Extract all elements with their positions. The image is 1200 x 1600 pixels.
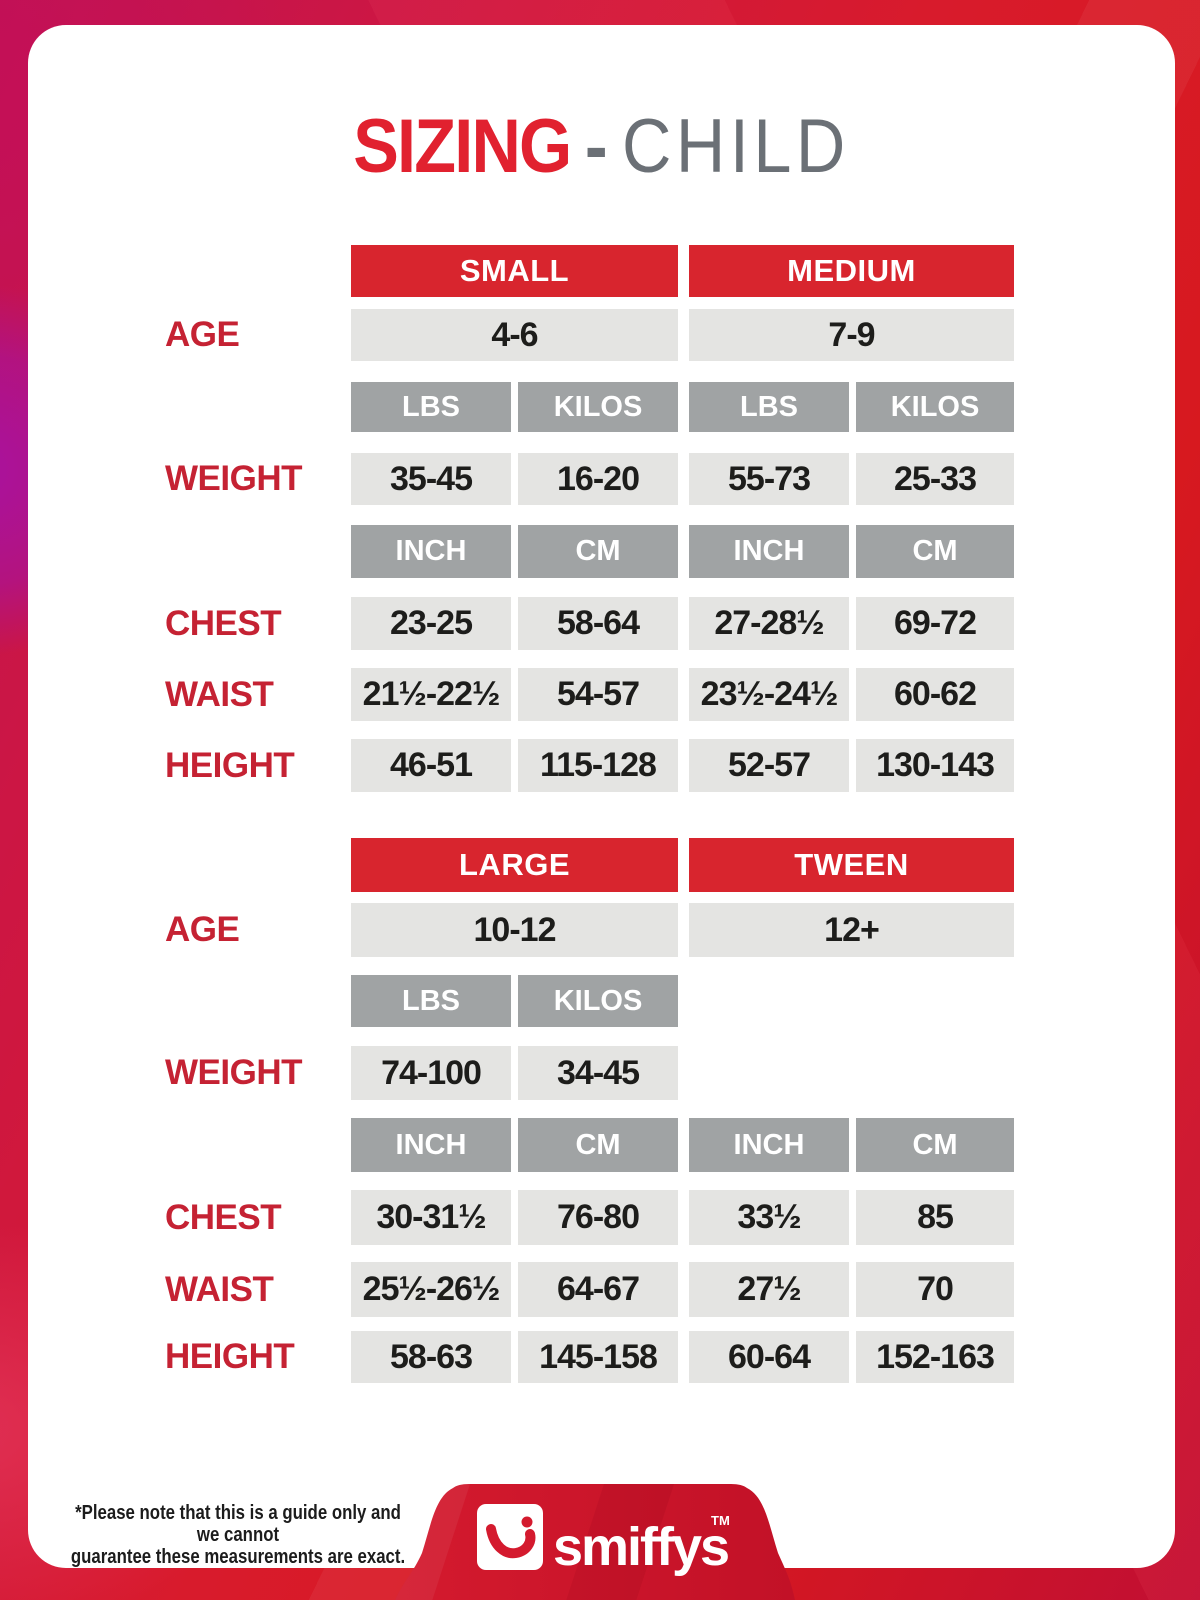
t2-weight-lbs-large: 74-100 [351, 1046, 511, 1100]
t2-height-inch-large: 58-63 [351, 1331, 511, 1383]
t2-age-tween: 12+ [689, 903, 1014, 957]
t1-weight-row: 35-45 16-20 55-73 25-33 [351, 453, 1014, 505]
t2-waist-cm-large: 64-67 [518, 1262, 678, 1317]
t1-height-cm-small: 115-128 [518, 739, 678, 792]
t1-age-medium: 7-9 [689, 309, 1014, 361]
t1-waist-inch-medium: 23½-24½ [689, 668, 849, 721]
t1-waist-inch-small: 21½-22½ [351, 668, 511, 721]
t2-weight-row: 74-100 34-45 [351, 1046, 678, 1100]
t2-age-label: AGE [165, 910, 240, 949]
t1-height-row: 46-51 115-128 52-57 130-143 [351, 739, 1014, 792]
t2-height-row: 58-63 145-158 60-64 152-163 [351, 1331, 1014, 1383]
title-sizing: SIZING [353, 104, 572, 189]
t1-weight-units-row: LBS KILOS LBS KILOS [351, 382, 1014, 432]
t2-unit-inch-large: INCH [351, 1118, 511, 1172]
brand-wordmark: smiffys [553, 1517, 728, 1577]
t2-waist-label: WAIST [165, 1269, 274, 1309]
t2-chest-inch-large: 30-31½ [351, 1190, 511, 1245]
t2-height-inch-tween: 60-64 [689, 1331, 849, 1383]
t1-unit-cm-small: CM [518, 525, 678, 578]
t2-unit-cm-tween: CM [856, 1118, 1014, 1172]
t2-header-large: LARGE [351, 838, 678, 892]
t1-height-label: HEIGHT [165, 745, 295, 785]
t2-waist-inch-tween: 27½ [689, 1262, 849, 1317]
t1-unit-lbs-small: LBS [351, 382, 511, 432]
t2-unit-cm-large: CM [518, 1118, 678, 1172]
t1-chest-inch-medium: 27-28½ [689, 597, 849, 650]
t1-height-inch-medium: 52-57 [689, 739, 849, 792]
t1-waist-cm-medium: 60-62 [856, 668, 1014, 721]
t2-height-cm-tween: 152-163 [856, 1331, 1014, 1383]
t1-unit-kilos-medium: KILOS [856, 382, 1014, 432]
t1-height-cm-medium: 130-143 [856, 739, 1014, 792]
t1-waist-row: 21½-22½ 54-57 23½-24½ 60-62 [351, 668, 1014, 721]
t2-dim-units-row: INCH CM INCH CM [351, 1118, 1014, 1172]
t1-waist-cm-small: 54-57 [518, 668, 678, 721]
t2-weight-kilos-large: 34-45 [518, 1046, 678, 1100]
title-child: CHILD [622, 104, 850, 189]
disclaimer-line1: *Please note that this is a guide only a… [75, 1502, 401, 1546]
t2-waist-inch-large: 25½-26½ [351, 1262, 511, 1317]
t2-unit-inch-tween: INCH [689, 1118, 849, 1172]
page-title: SIZING - CHILD [85, 109, 1117, 185]
t1-header-small: SMALL [351, 245, 678, 297]
t1-unit-cm-medium: CM [856, 525, 1014, 578]
t2-waist-row: 25½-26½ 64-67 27½ 70 [351, 1262, 1014, 1317]
brand-tab: smiffys TM [395, 1484, 795, 1600]
t2-chest-label: CHEST [165, 1197, 282, 1237]
t1-chest-row: 23-25 58-64 27-28½ 69-72 [351, 597, 1014, 650]
t2-chest-row: 30-31½ 76-80 33½ 85 [351, 1190, 1014, 1245]
t2-size-header-row: LARGE TWEEN [351, 838, 1014, 892]
t1-weight-kilos-medium: 25-33 [856, 453, 1014, 505]
t2-header-tween: TWEEN [689, 838, 1014, 892]
t2-chest-cm-large: 76-80 [518, 1190, 678, 1245]
trademark-symbol: TM [711, 1513, 730, 1528]
t1-unit-inch-medium: INCH [689, 525, 849, 578]
t1-chest-label: CHEST [165, 603, 282, 643]
t2-height-cm-large: 145-158 [518, 1331, 678, 1383]
t2-height-label: HEIGHT [165, 1337, 295, 1376]
t1-weight-lbs-small: 35-45 [351, 453, 511, 505]
t1-height-inch-small: 46-51 [351, 739, 511, 792]
t1-waist-label: WAIST [165, 674, 274, 714]
t1-chest-cm-medium: 69-72 [856, 597, 1014, 650]
t1-weight-label: WEIGHT [165, 459, 302, 498]
t1-age-label: AGE [165, 315, 240, 354]
t2-age-row: 10-12 12+ [351, 903, 1014, 957]
smiffys-logo: smiffys TM [477, 1504, 730, 1577]
t2-chest-inch-tween: 33½ [689, 1190, 849, 1245]
disclaimer-line2: guarantee these measurements are exact. [70, 1546, 406, 1568]
t1-age-small: 4-6 [351, 309, 678, 361]
t1-dim-units-row: INCH CM INCH CM [351, 525, 1014, 578]
t1-unit-lbs-medium: LBS [689, 382, 849, 432]
t1-weight-kilos-small: 16-20 [518, 453, 678, 505]
t2-waist-cm-tween: 70 [856, 1262, 1014, 1317]
title-separator: - [584, 104, 608, 189]
t1-chest-inch-small: 23-25 [351, 597, 511, 650]
disclaimer-note: *Please note that this is a guide only a… [70, 1502, 406, 1568]
t1-size-header-row: SMALL MEDIUM [351, 245, 1014, 297]
t1-chest-cm-small: 58-64 [518, 597, 678, 650]
t1-unit-inch-small: INCH [351, 525, 511, 578]
t1-unit-kilos-small: KILOS [518, 382, 678, 432]
content-card: SIZING - CHILD SMALL MEDIUM AGE 4-6 7-9 LB… [28, 25, 1175, 1568]
t2-weight-units-row: LBS KILOS [351, 975, 678, 1027]
t2-chest-cm-tween: 85 [856, 1190, 1014, 1245]
t1-age-row: 4-6 7-9 [351, 309, 1014, 361]
t2-weight-label: WEIGHT [165, 1053, 302, 1092]
t2-unit-lbs-large: LBS [351, 975, 511, 1027]
t2-unit-kilos-large: KILOS [518, 975, 678, 1027]
t1-weight-lbs-medium: 55-73 [689, 453, 849, 505]
t1-header-medium: MEDIUM [689, 245, 1014, 297]
t2-age-large: 10-12 [351, 903, 678, 957]
smile-icon [486, 1516, 536, 1559]
